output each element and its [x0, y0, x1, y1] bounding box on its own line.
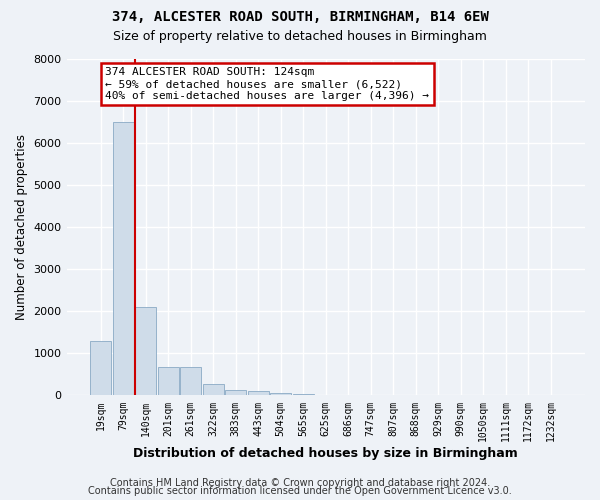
Bar	[248, 391, 269, 396]
Bar	[315, 395, 337, 396]
Bar	[225, 390, 247, 396]
Bar	[293, 394, 314, 396]
Bar	[203, 384, 224, 396]
Y-axis label: Number of detached properties: Number of detached properties	[15, 134, 28, 320]
Text: 374 ALCESTER ROAD SOUTH: 124sqm
← 59% of detached houses are smaller (6,522)
40%: 374 ALCESTER ROAD SOUTH: 124sqm ← 59% of…	[106, 68, 430, 100]
Bar	[180, 367, 202, 396]
Text: Contains public sector information licensed under the Open Government Licence v3: Contains public sector information licen…	[88, 486, 512, 496]
Text: Contains HM Land Registry data © Crown copyright and database right 2024.: Contains HM Land Registry data © Crown c…	[110, 478, 490, 488]
Text: Size of property relative to detached houses in Birmingham: Size of property relative to detached ho…	[113, 30, 487, 43]
Bar	[113, 122, 134, 396]
Bar	[135, 307, 157, 396]
Bar	[90, 341, 112, 396]
Text: 374, ALCESTER ROAD SOUTH, BIRMINGHAM, B14 6EW: 374, ALCESTER ROAD SOUTH, BIRMINGHAM, B1…	[112, 10, 488, 24]
Bar	[270, 393, 292, 396]
Bar	[158, 367, 179, 396]
X-axis label: Distribution of detached houses by size in Birmingham: Distribution of detached houses by size …	[133, 447, 518, 460]
